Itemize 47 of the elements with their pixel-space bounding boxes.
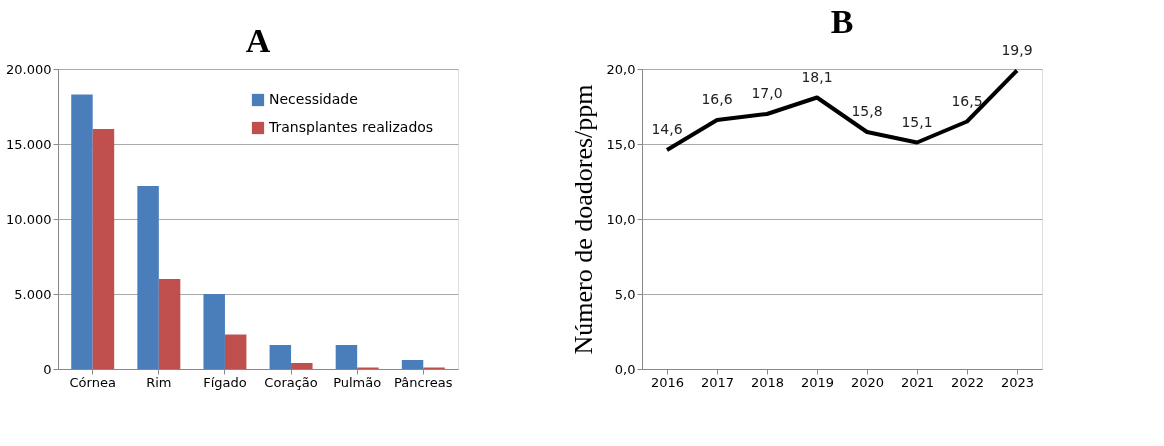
y-tick-label: 5,0 — [614, 286, 636, 302]
y-tick-label: 15,0 — [606, 136, 636, 152]
chart-title: A — [245, 22, 271, 59]
bar — [224, 334, 247, 369]
text: 16,6 — [701, 91, 733, 107]
bar — [203, 294, 225, 369]
y-tick-label: 10,0 — [606, 211, 636, 227]
x-tick-label: Pâncreas — [394, 374, 453, 390]
text: 15,8 — [851, 103, 883, 119]
legend-label: Necessidade — [269, 91, 358, 107]
x-tick-label: 2022 — [950, 374, 985, 390]
bar — [92, 129, 115, 369]
y-tick-label: 10.000 — [6, 211, 52, 227]
y-tick-label: 20,0 — [606, 61, 636, 77]
bar — [269, 345, 292, 369]
x-tick-label: 2018 — [750, 374, 785, 390]
bar — [401, 360, 424, 369]
x-tick-label: Pulmão — [333, 374, 382, 390]
text: 17,0 — [751, 85, 783, 101]
y-tick-label: 0,0 — [614, 361, 636, 377]
text: 19,9 — [1001, 41, 1033, 58]
y-tick-label: 0 — [43, 361, 52, 377]
x-tick-label: Coração — [264, 374, 318, 390]
y-axis-title: Número de doadores/ppm — [568, 84, 598, 355]
bar — [335, 345, 358, 369]
y-tick-label: 5.000 — [14, 286, 52, 302]
x-tick-label: 2016 — [650, 374, 685, 390]
bar — [137, 186, 159, 369]
text: 14,6 — [651, 121, 683, 137]
legend-label: Transplantes realizados — [268, 119, 434, 135]
x-tick-label: 2020 — [850, 374, 885, 390]
x-tick-label: Córnea — [69, 374, 116, 390]
text: 18,1 — [801, 68, 833, 85]
text: 15,1 — [901, 113, 933, 130]
x-tick-label: 2017 — [700, 374, 735, 390]
x-tick-label: 2019 — [800, 374, 835, 390]
bar — [71, 94, 93, 369]
chart-title: B — [830, 2, 854, 40]
y-tick-label: 15.000 — [6, 136, 52, 152]
x-tick-label: 2021 — [900, 374, 935, 390]
x-tick-label: Fígado — [203, 374, 247, 390]
x-tick-label: Rim — [146, 374, 172, 390]
bar — [158, 279, 181, 369]
bar — [291, 363, 313, 369]
y-tick-label: 20.000 — [6, 61, 52, 77]
x-tick-label: 2023 — [1000, 374, 1035, 390]
text: 16,5 — [951, 92, 983, 109]
